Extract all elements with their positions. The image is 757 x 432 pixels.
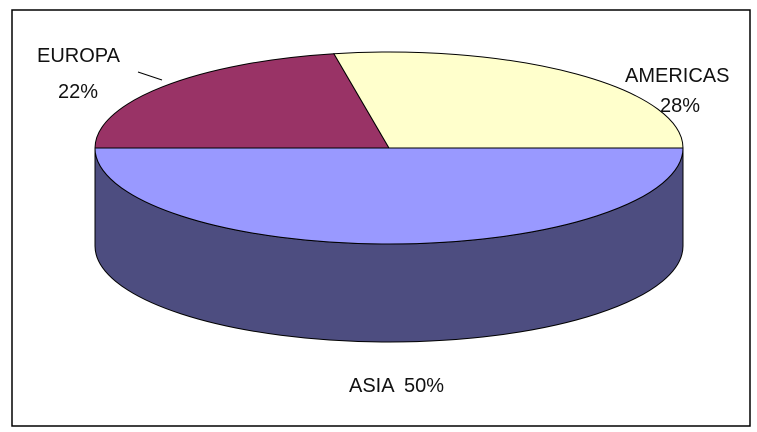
label-asia-pct: 50% bbox=[404, 375, 444, 397]
pie-slices bbox=[94, 51, 684, 245]
label-europa-name: EUROPA bbox=[37, 45, 121, 67]
pie-slice-asia bbox=[94, 147, 684, 245]
pie-slice-europa bbox=[94, 53, 390, 149]
pie-slice-americas bbox=[333, 51, 684, 149]
label-asia: ASIA 50% bbox=[349, 375, 444, 397]
label-americas-name: AMERICAS bbox=[625, 65, 729, 87]
label-asia-name: ASIA bbox=[349, 375, 395, 397]
label-europa-pct: 22% bbox=[58, 81, 98, 103]
label-americas-pct: 28% bbox=[660, 95, 700, 117]
leader-line-europa bbox=[137, 71, 163, 81]
